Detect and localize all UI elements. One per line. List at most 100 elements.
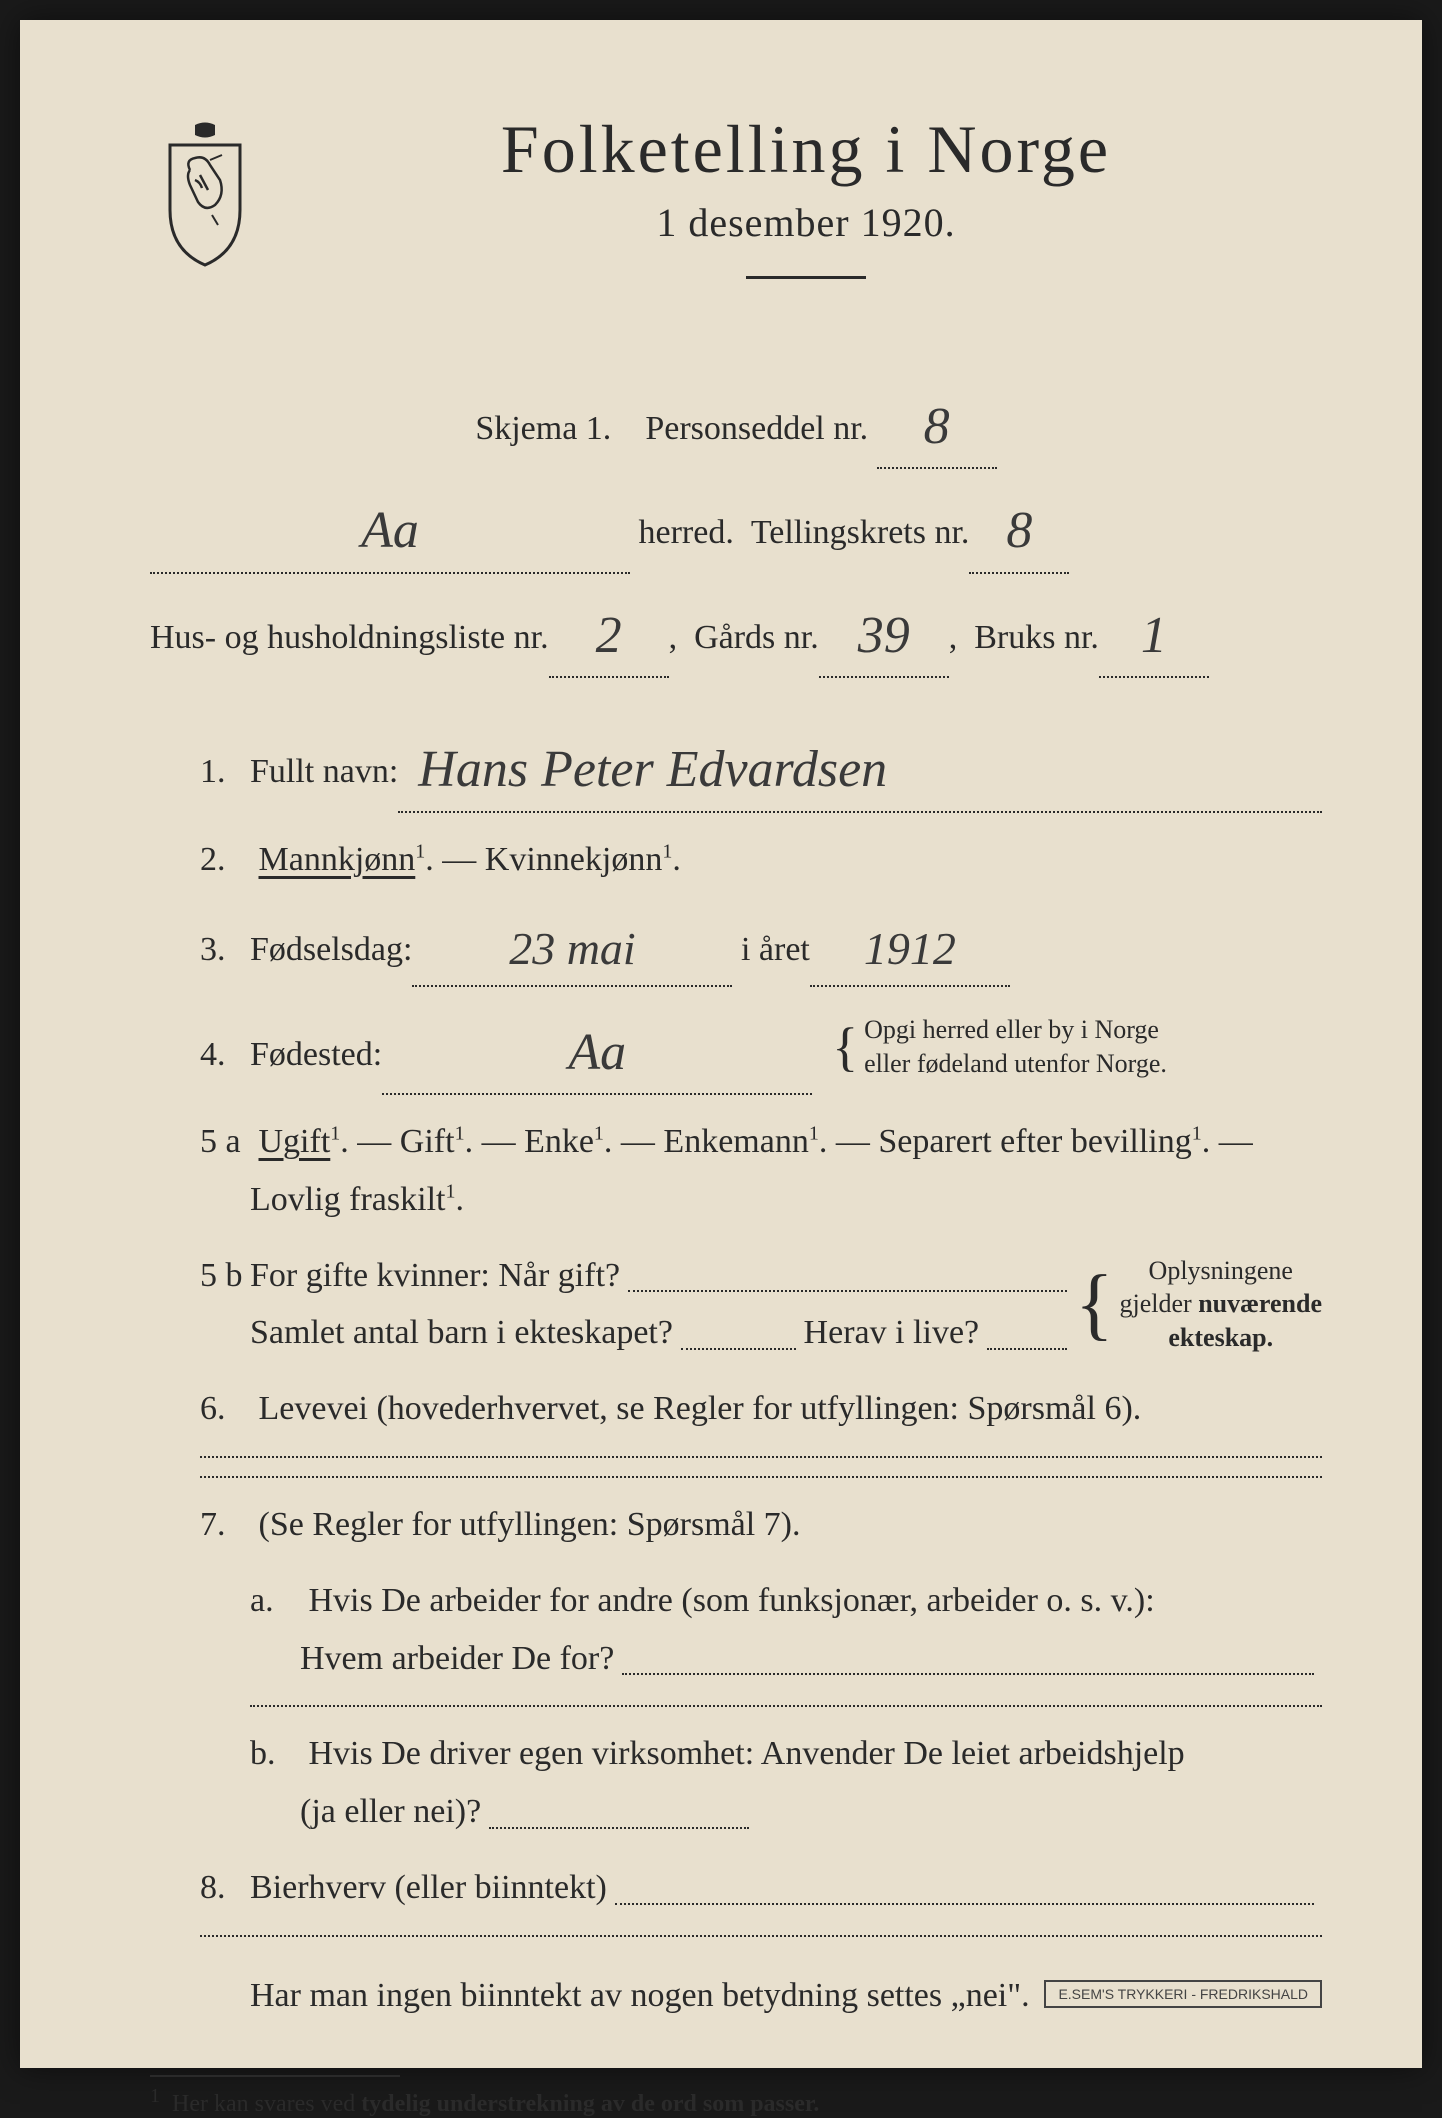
q5b-barn-field xyxy=(681,1348,796,1350)
q5b-l1: For gifte kvinner: Når gift? xyxy=(250,1247,620,1305)
q3-line: 3. Fødselsdag: 23 mai i året 1912 xyxy=(200,906,1322,986)
q5b-gift-field xyxy=(628,1290,1067,1292)
q2-sup1: 1 xyxy=(415,840,425,862)
footnote-rule xyxy=(150,2075,400,2077)
q7b-l2: (ja eller nei)? xyxy=(300,1783,481,1841)
q5a-ugift: Ugift xyxy=(259,1123,331,1160)
q7a-num: a. xyxy=(250,1572,300,1630)
tellingskrets-label: Tellingskrets nr. xyxy=(751,504,970,562)
q3-year-field: 1912 xyxy=(810,906,1010,986)
herred-value: Aa xyxy=(361,487,419,575)
q6-text: Levevei (hovederhvervet, se Regler for u… xyxy=(259,1390,1142,1427)
q8-label: Bierhverv (eller biinntekt) xyxy=(250,1859,607,1917)
bruks-nr: 1 xyxy=(1141,592,1167,680)
q5a-enke: Enke xyxy=(524,1123,594,1160)
q1-label: Fullt navn: xyxy=(250,743,398,801)
q5b-note-l1: Oplysningene xyxy=(1149,1256,1293,1285)
husliste-label: Hus- og husholdningsliste nr. xyxy=(150,609,549,667)
coat-of-arms-icon xyxy=(150,120,260,270)
q5b-live-field xyxy=(987,1348,1067,1350)
q6-blank-2 xyxy=(200,1476,1322,1478)
q8-line: 8. Bierhverv (eller biinntekt) xyxy=(200,1859,1322,1917)
q7b-field xyxy=(489,1827,749,1829)
brace-icon: { xyxy=(832,1034,858,1061)
q6-num: 6. xyxy=(200,1380,250,1438)
q6-line: 6. Levevei (hovederhvervet, se Regler fo… xyxy=(200,1380,1322,1438)
footnote-text-b: tydelig understrekning av de ord som pas… xyxy=(361,2091,819,2117)
q8-field xyxy=(615,1903,1314,1905)
q2-dash: — xyxy=(442,841,485,878)
q5a-lovlig: Lovlig fraskilt xyxy=(250,1181,445,1218)
q7a-blank xyxy=(250,1705,1322,1707)
q7-text: (Se Regler for utfyllingen: Spørsmål 7). xyxy=(259,1506,801,1543)
title-divider xyxy=(746,276,866,279)
q2-num: 2. xyxy=(200,831,250,889)
q3-day-field: 23 mai xyxy=(412,906,732,986)
q7b-num: b. xyxy=(250,1725,300,1783)
q5b-line: 5 b For gifte kvinner: Når gift? Samlet … xyxy=(200,1247,1322,1363)
brace-icon: { xyxy=(1075,1284,1113,1324)
bruks-label: Bruks nr. xyxy=(974,609,1099,667)
personseddel-nr-field: 8 xyxy=(877,379,997,469)
q5b-l2b: Herav i live? xyxy=(804,1304,980,1362)
q8-num: 8. xyxy=(200,1859,250,1917)
skjema-label: Skjema 1. xyxy=(475,410,611,447)
q1-field: Hans Peter Edvardsen xyxy=(398,722,1322,812)
personseddel-label: Personseddel nr. xyxy=(645,410,868,447)
q4-label: Fødested: xyxy=(250,1026,382,1084)
q5b-note-l3: ekteskap. xyxy=(1168,1323,1273,1352)
closing-text: Har man ingen biinntekt av nogen betydni… xyxy=(250,1977,1030,2014)
husliste-line: Hus- og husholdningsliste nr. 2, Gårds n… xyxy=(150,588,1322,678)
q5b-note: { Oplysningene gjelder nuværende ekteska… xyxy=(1075,1254,1322,1355)
skjema-line: Skjema 1. Personseddel nr. 8 xyxy=(150,379,1322,469)
q5a-line: 5 a Ugift1. — Gift1. — Enke1. — Enkemann… xyxy=(200,1113,1322,1229)
footnote-text-a: Her kan svares ved xyxy=(172,2091,361,2117)
q5a-gift: Gift xyxy=(400,1123,455,1160)
q5b-l2a: Samlet antal barn i ekteskapet? xyxy=(250,1304,673,1362)
q7b-line: b. Hvis De driver egen virksomhet: Anven… xyxy=(250,1725,1322,1841)
husliste-nr: 2 xyxy=(596,592,622,680)
tellingskrets-nr: 8 xyxy=(1006,487,1032,575)
q5a-enkemann: Enkemann xyxy=(663,1123,808,1160)
q4-note: { Opgi herred eller by i Norge eller fød… xyxy=(832,1013,1167,1081)
gards-label: Gårds nr. xyxy=(694,609,819,667)
q7-line: 7. (Se Regler for utfyllingen: Spørsmål … xyxy=(200,1496,1322,1554)
footnote: 1 Her kan svares ved tydelig understrekn… xyxy=(150,2075,1322,2118)
q1-num: 1. xyxy=(200,743,250,801)
main-title: Folketelling i Norge xyxy=(290,110,1322,189)
q7-num: 7. xyxy=(200,1496,250,1554)
q7a-field xyxy=(622,1673,1314,1675)
q1-line: 1. Fullt navn: Hans Peter Edvardsen xyxy=(200,722,1322,812)
q5a-num: 5 a xyxy=(200,1113,250,1171)
q4-note-l2: eller fødeland utenfor Norge. xyxy=(864,1049,1167,1078)
q4-field: Aa xyxy=(382,1005,812,1095)
q5b-note-l2: gjelder nuværende xyxy=(1120,1289,1322,1318)
q5b-num: 5 b xyxy=(200,1247,250,1305)
q5a-separert: Separert efter bevilling xyxy=(878,1123,1191,1160)
herred-field: Aa xyxy=(150,483,630,573)
q4-note-l1: Opgi herred eller by i Norge xyxy=(864,1015,1159,1044)
q3-year: 1912 xyxy=(864,910,956,988)
q4-value: Aa xyxy=(568,1009,626,1097)
census-form-page: Folketelling i Norge 1 desember 1920. Sk… xyxy=(20,20,1422,2068)
q2-kvinne: Kvinnekjønn xyxy=(485,841,663,878)
bruks-field: 1 xyxy=(1099,588,1209,678)
q7a-l1: Hvis De arbeider for andre (som funksjon… xyxy=(309,1582,1155,1619)
q8-blank xyxy=(200,1935,1322,1937)
personseddel-nr: 8 xyxy=(924,383,950,471)
subtitle: 1 desember 1920. xyxy=(290,199,1322,246)
q3-year-label: i året xyxy=(741,921,810,979)
q4-line: 4. Fødested: Aa { Opgi herred eller by i… xyxy=(200,1005,1322,1095)
q7a-line: a. Hvis De arbeider for andre (som funks… xyxy=(250,1572,1322,1688)
footnote-marker: 1 xyxy=(150,2085,160,2107)
q2-line: 2. Mannkjønn1. — Kvinnekjønn1. xyxy=(200,831,1322,889)
form-header: Folketelling i Norge 1 desember 1920. xyxy=(150,110,1322,329)
q7b-l1: Hvis De driver egen virksomhet: Anvender… xyxy=(309,1735,1185,1772)
q3-day: 23 mai xyxy=(509,910,636,988)
printer-stamp: E.SEM'S TRYKKERI - FREDRIKSHALD xyxy=(1044,1980,1322,2008)
title-block: Folketelling i Norge 1 desember 1920. xyxy=(290,110,1322,329)
q2-mann: Mannkjønn xyxy=(259,841,416,878)
herred-label: herred. xyxy=(639,504,734,562)
q2-sup2: 1 xyxy=(662,840,672,862)
q7a-l2: Hvem arbeider De for? xyxy=(300,1630,614,1688)
